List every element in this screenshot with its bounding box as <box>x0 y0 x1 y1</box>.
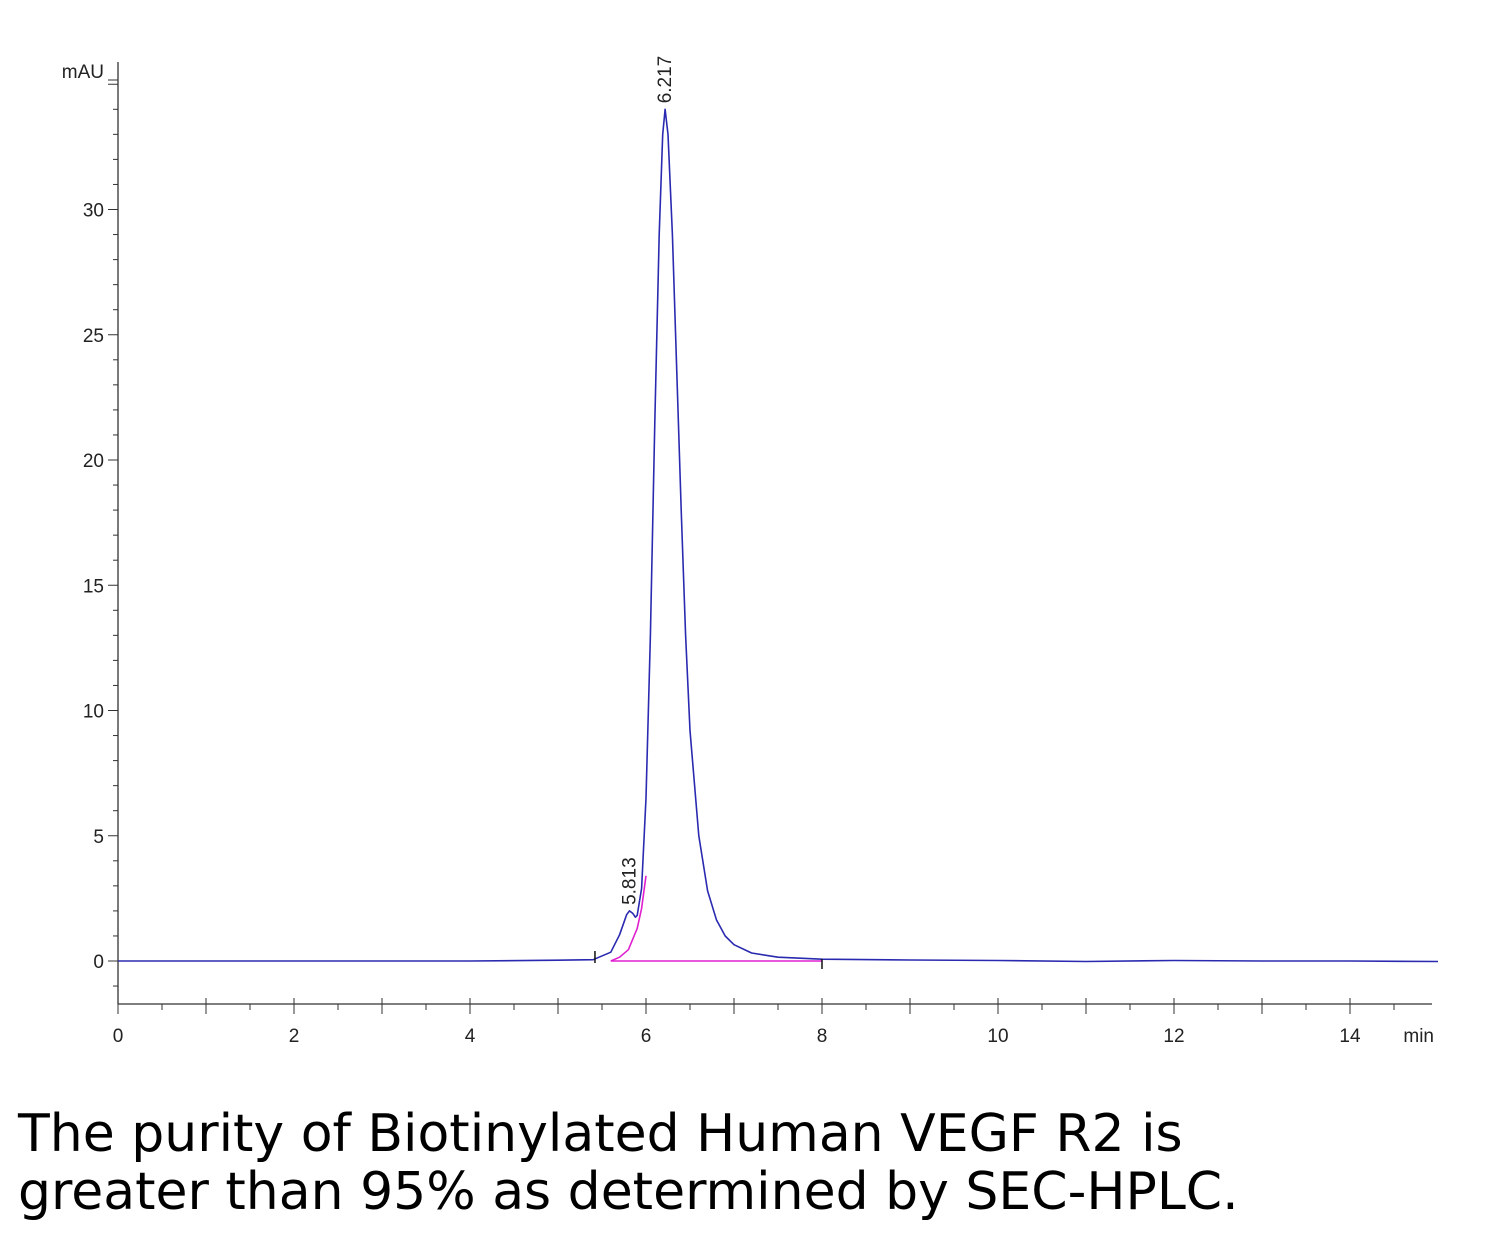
x-tick-label: 2 <box>289 1026 300 1047</box>
plot-axes: 0 5 10 15 20 25 30 mAU 0 2 4 6 8 10 12 14 min <box>62 62 1434 1047</box>
x-tick-label: 0 <box>113 1026 124 1047</box>
chromatogram-chart: 0 5 10 15 20 25 30 mAU 0 2 4 6 8 10 12 14 min 5.813 6.217 <box>62 56 1439 1047</box>
y-tick-label: 5 <box>93 827 104 848</box>
y-tick-label: 15 <box>83 576 104 597</box>
x-tick-label: 6 <box>641 1026 652 1047</box>
y-tick-label: 25 <box>83 326 104 347</box>
series-line-1 <box>610 875 647 962</box>
y-tick-label: 10 <box>83 702 104 723</box>
x-tick-label: 10 <box>987 1026 1008 1047</box>
y-tick-label: 30 <box>83 201 104 222</box>
x-tick-label: 8 <box>817 1026 828 1047</box>
caption-line-2: greater than 95% as determined by SEC-HP… <box>18 1162 1239 1222</box>
x-tick-label: 4 <box>465 1026 476 1047</box>
caption: The purity of Biotinylated Human VEGF R2… <box>18 1105 1488 1221</box>
caption-line-1: The purity of Biotinylated Human VEGF R2… <box>18 1104 1183 1164</box>
peak-labels: 5.813 6.217 <box>620 56 677 905</box>
plot-series <box>118 108 1439 969</box>
peak-label: 6.217 <box>655 56 676 104</box>
x-axis-label: min <box>1403 1026 1434 1047</box>
x-tick-label: 12 <box>1163 1026 1184 1047</box>
x-tick-label: 14 <box>1339 1026 1361 1047</box>
y-axis-label: mAU <box>62 62 104 83</box>
peak-label: 5.813 <box>620 857 641 905</box>
y-tick-label: 20 <box>83 451 104 472</box>
series-line-0 <box>118 108 1439 963</box>
y-tick-label: 0 <box>93 952 104 973</box>
